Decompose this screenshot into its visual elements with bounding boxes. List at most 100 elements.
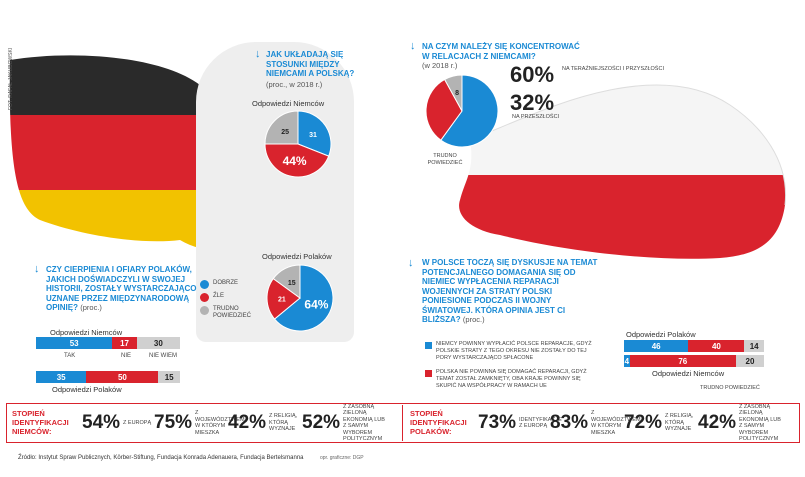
legend-label: Dobrze <box>213 280 239 286</box>
pie-label-1: 44% <box>283 154 307 168</box>
bar-segment: 20 <box>735 355 764 367</box>
identification-strip <box>6 403 800 443</box>
pie-slice-0 <box>297 110 332 157</box>
identification-stat: 72% z religią, którą wyznaje <box>624 405 709 441</box>
pie-slice-1 <box>425 78 463 141</box>
legend-dot-icon <box>200 306 209 315</box>
q2-value-2: 32% <box>510 90 555 115</box>
cat-unsure: Nie wiem <box>149 353 177 359</box>
bar-segment: 35 <box>36 371 87 383</box>
bar-segment: 50 <box>86 371 159 383</box>
q4-de-label: Odpowiedzi Niemców <box>652 369 725 378</box>
pie-slice-2 <box>443 74 463 112</box>
cat-yes: Tak <box>64 353 76 359</box>
stat-value: 72% <box>624 412 663 433</box>
legend-label: Trudno powiedzieć <box>213 306 252 319</box>
bar-segment: 4 <box>624 355 630 367</box>
arrow-down-icon: ↓ <box>410 40 416 52</box>
q2-unsure: Trudno powiedzieć <box>427 153 463 166</box>
q4-title: W Polsce toczą się dyskusje na temat pot… <box>422 258 598 324</box>
legend-item: Trudno powiedzieć <box>200 306 258 320</box>
pie-slice-2 <box>264 110 299 145</box>
photo-credit: fot. Rafał Jakubowski <box>8 47 14 110</box>
pie-slice-2 <box>272 264 301 299</box>
q4-opt1: Niemcy powinny wypłacić Polsce reparacje… <box>436 341 592 361</box>
identification-stat: 42% z religią, którą wyznaje <box>228 405 313 441</box>
stat-label: z województwem, w którym mieszka <box>591 410 643 436</box>
identification-stat: 54% z Europą <box>82 405 167 441</box>
q2-label-2: na przeszłości <box>512 114 560 120</box>
stat-value: 54% <box>82 412 121 433</box>
divider <box>402 405 403 441</box>
stat-value: 73% <box>478 412 517 433</box>
bar-segment: 53 <box>36 337 113 349</box>
bar-germans: 53 17 30 <box>36 337 180 349</box>
pie-label-0: 64% <box>304 298 328 312</box>
stat-label: Identyfikacje z Europą <box>519 416 562 430</box>
q4-unsure: Trudno powiedzieć <box>700 385 760 391</box>
identification-stat: 52% z zasobną zieloną ekonomią lub z samy… <box>302 403 387 443</box>
stat-label: z województwem, w którym mieszka <box>195 410 247 436</box>
q4-pl-label: Odpowiedzi Polaków <box>626 330 696 339</box>
graphics-credit: opr. graficzne: DGP <box>320 455 364 461</box>
bar-segment: 76 <box>629 355 736 367</box>
stat-label: z Europą <box>123 419 152 426</box>
bar-segment: 15 <box>158 371 180 383</box>
pie-slice-1 <box>264 143 330 178</box>
pie-chart-germans: 31 44% 25 <box>264 110 332 178</box>
stat-label: z religią, którą wyznaje <box>269 413 298 433</box>
pie-label-2: 25 <box>281 129 289 136</box>
q1-legend: Dobrze Źle Trudno powiedzieć <box>200 280 258 324</box>
pie-chart-focus: 8 <box>425 74 499 148</box>
q2-title: Na czym należy się koncentrować w relacj… <box>422 42 580 61</box>
id-de-title: Stopień identyfikacji Niemców: <box>12 409 69 436</box>
pie-de-label: Odpowiedzi Niemców <box>252 99 325 108</box>
legend-dot-icon <box>200 280 209 289</box>
q3-de-label: Odpowiedzi Niemców <box>50 328 123 337</box>
bar-segment: 46 <box>624 340 689 352</box>
stat-value: 75% <box>154 412 193 433</box>
bar-poles: 35 50 15 <box>36 371 180 383</box>
pie-label-2: 8 <box>455 90 459 97</box>
pie-chart-poles: 64% 21 15 <box>266 264 334 332</box>
q3-title: Czy cierpienia i ofiary Polaków, jakich … <box>46 265 197 312</box>
legend-dot-icon <box>200 293 209 302</box>
q3-pl-label: Odpowiedzi Polaków <box>52 385 122 394</box>
legend-label: Źle <box>213 293 225 299</box>
stat-value: 52% <box>302 412 341 433</box>
identification-stat: 83% z województwem, w którym mieszka <box>550 405 643 441</box>
bar-germans-reparations: 4 76 20 <box>624 355 764 367</box>
id-pl-title: Stopień identyfikacji Polaków: <box>410 409 467 436</box>
bar-segment: 30 <box>136 337 180 349</box>
pie-label-1: 21 <box>278 297 286 304</box>
source: Źródło: Instytut Spraw Publicznych, Körb… <box>18 455 304 461</box>
bar-segment: 17 <box>112 337 137 349</box>
q4-opt2: Polska nie powinna się domagać reparacji… <box>436 369 587 389</box>
legend-item: Źle <box>200 293 258 302</box>
pie-slice-0 <box>273 264 334 332</box>
stat-label: z religią, którą wyznaje <box>665 413 694 433</box>
stat-label: z zasobną zieloną ekonomią lub z samym w… <box>739 403 781 443</box>
q1-sub: (proc., w 2018 r.) <box>266 80 323 89</box>
arrow-down-icon: ↓ <box>408 257 414 269</box>
q2-sub: (w 2018 r.) <box>422 61 458 70</box>
pie-label-0: 31 <box>309 132 317 139</box>
arrow-down-icon: ↓ <box>255 48 261 60</box>
bar-segment: 14 <box>744 340 764 352</box>
legend-swatch-pay <box>425 342 432 349</box>
legend-item: Dobrze <box>200 280 258 289</box>
identification-stat: 73% Identyfikacje z Europą <box>478 405 563 441</box>
q2-value-1: 60% <box>510 62 555 87</box>
stat-value: 42% <box>698 412 737 433</box>
stat-value: 83% <box>550 412 589 433</box>
legend-swatch-no-pay <box>425 370 432 377</box>
stat-label: z zasobną zieloną ekonomią lub z samym w… <box>343 403 385 443</box>
pie-slice-1 <box>266 277 301 320</box>
q2-label-1: na teraźniejszości i przyszłości <box>562 66 664 72</box>
bar-poles-reparations: 46 40 14 <box>624 340 764 352</box>
identification-stat: 75% z województwem, w którym mieszka <box>154 405 247 441</box>
cat-no: Nie <box>121 353 132 359</box>
pie-slice-0 <box>440 74 499 148</box>
arrow-down-icon: ↓ <box>34 263 40 275</box>
pie-pl-label: Odpowiedzi Polaków <box>262 252 332 261</box>
